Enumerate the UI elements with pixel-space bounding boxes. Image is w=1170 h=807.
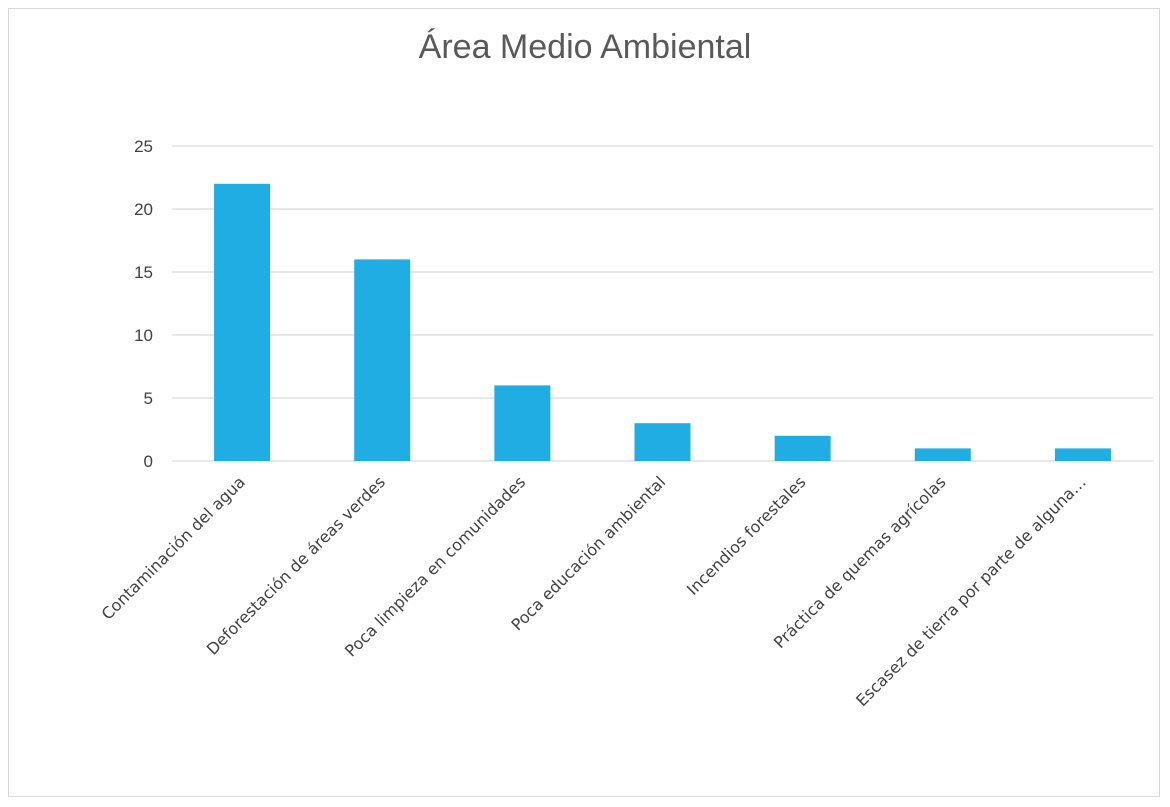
y-tick-label: 5 [144, 389, 153, 408]
bars [214, 183, 1111, 462]
x-tick-label: Contaminación del agua [98, 472, 249, 623]
y-tick-label: 25 [134, 137, 153, 156]
bar-4 [634, 423, 691, 461]
y-axis-ticks: 0 5 10 15 20 25 [134, 137, 153, 471]
bar-5 [774, 435, 831, 461]
y-tick-label: 0 [144, 452, 153, 471]
x-tick-label: Incendios forestales [683, 472, 810, 599]
bar-2 [354, 259, 411, 461]
y-tick-label: 15 [134, 263, 153, 282]
x-tick-label: Escasez de tierra por parte de alguna… [852, 472, 1090, 710]
bar-6 [914, 448, 971, 461]
chart-title: Área Medio Ambiental [418, 28, 752, 66]
bar-7 [1054, 448, 1111, 461]
bar-3 [494, 385, 551, 461]
y-tick-label: 10 [134, 326, 153, 345]
bar-1 [214, 183, 271, 462]
y-tick-label: 20 [134, 200, 153, 219]
chart-frame [8, 8, 1160, 797]
gridlines [172, 145, 1153, 462]
x-tick-label: Poca educación ambiental [507, 472, 669, 634]
